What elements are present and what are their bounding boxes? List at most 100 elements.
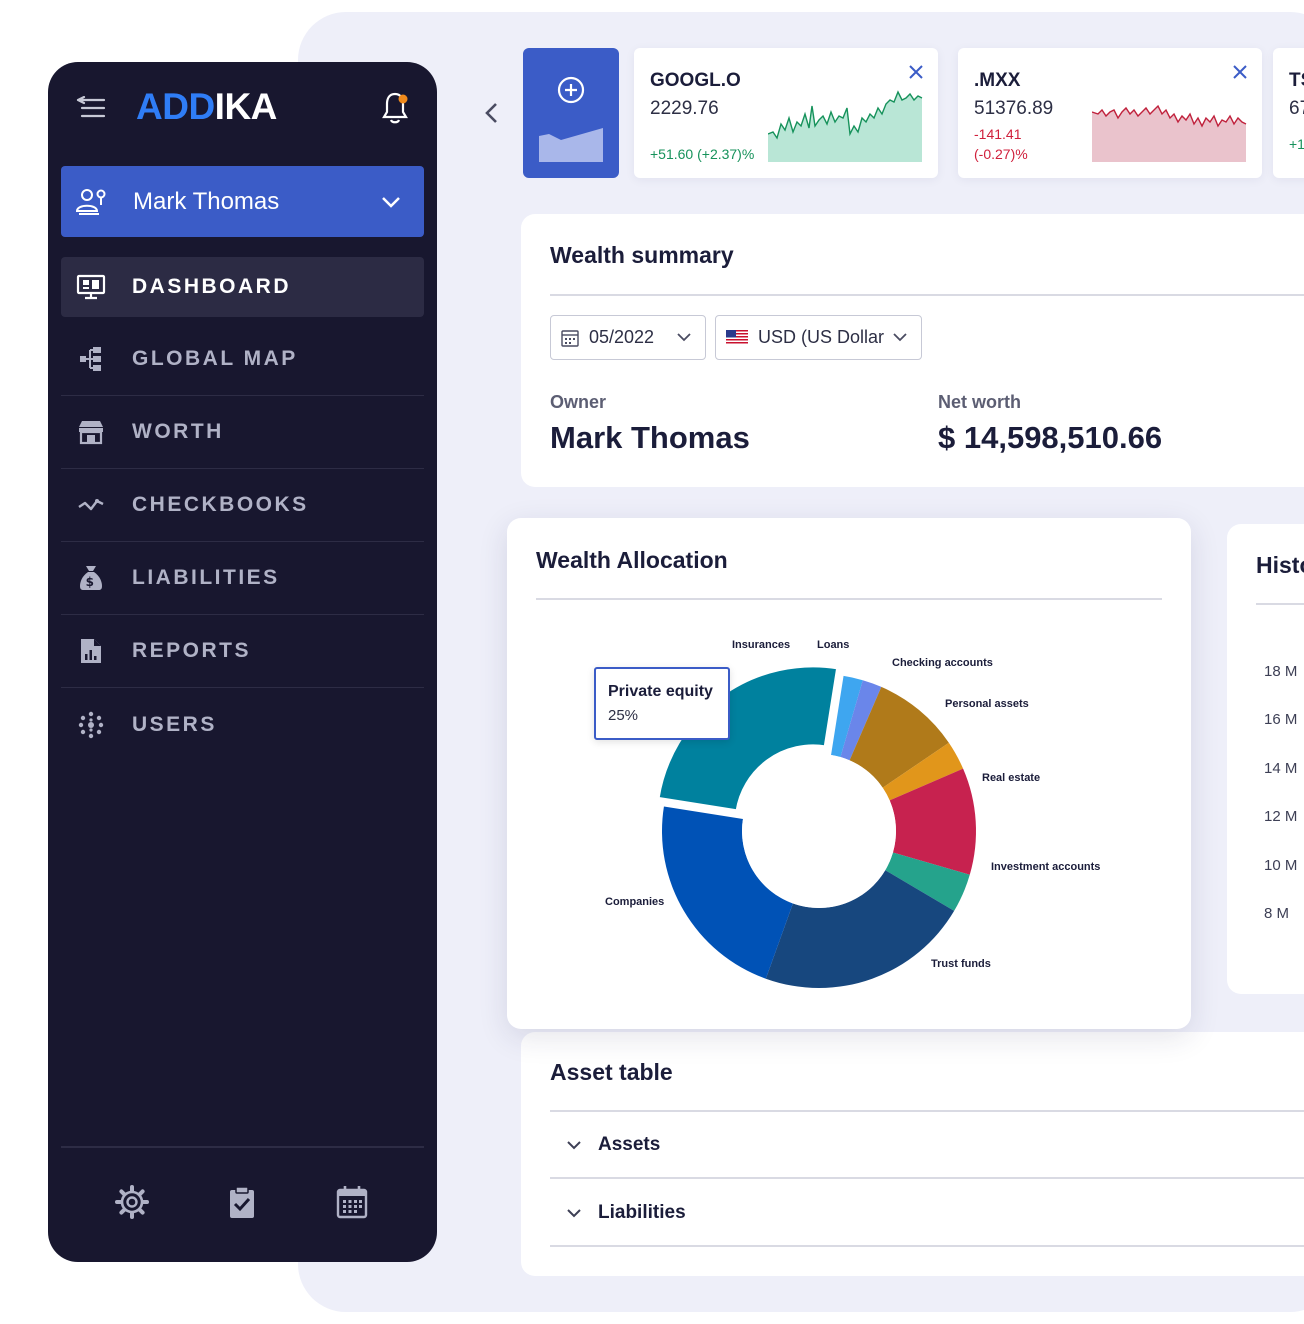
user-selector[interactable]: Mark Thomas [61, 166, 424, 237]
money-bag-icon: $ [75, 564, 107, 592]
donut-slice-trust-funds[interactable] [765, 870, 955, 988]
nav-item-global-map[interactable]: GLOBAL MAP [61, 323, 424, 396]
ticker-change-percent: (-0.27)% [974, 146, 1028, 162]
sparkline-up [768, 90, 923, 162]
y-tick-label: 10 M [1264, 857, 1298, 874]
menu-collapse-icon[interactable] [76, 96, 106, 120]
calendar-icon[interactable] [334, 1184, 370, 1220]
accordion-assets[interactable]: Assets [550, 1112, 1304, 1179]
donut-slice-checking-accounts[interactable] [849, 686, 949, 788]
slice-label-insurances: Insurances [732, 639, 791, 651]
currency-value: USD (US Dollar [758, 327, 885, 347]
date-value: 05/2022 [589, 327, 655, 347]
nav-label: CHECKBOOKS [132, 493, 309, 516]
nav-label: REPORTS [132, 639, 252, 662]
nav-item-dashboard[interactable]: DASHBOARD [61, 257, 424, 317]
net-worth-label: Net worth [938, 392, 1021, 412]
history-title: Histo [1256, 552, 1304, 578]
sidebar-nav: DASHBOARD GLOBAL MAP WORTH CHECKBOOKS $ … [61, 257, 424, 761]
chevron-down-icon [567, 1140, 581, 1149]
nav-label: GLOBAL MAP [132, 347, 298, 370]
y-tick-label: 18 M [1264, 663, 1298, 680]
ticker-price: 2229.76 [650, 98, 719, 119]
ticker-symbol: GOOGL.O [650, 70, 741, 91]
settings-gear-icon[interactable] [114, 1184, 150, 1220]
ticker-symbol: TS [1289, 70, 1304, 91]
ticker-card[interactable]: TS 67 +1 [1273, 48, 1304, 178]
donut-slice-personal-assets[interactable] [882, 742, 964, 801]
chevron-down-icon [567, 1208, 581, 1217]
slice-label-investment-accounts: Investment accounts [991, 861, 1101, 873]
chevron-left-icon[interactable] [482, 100, 502, 126]
y-tick-label: 12 M [1264, 808, 1298, 825]
sidebar-header: ADDIKA [48, 62, 437, 156]
history-card [1227, 524, 1304, 994]
chevron-down-icon [893, 333, 907, 342]
slice-label-personal-assets: Personal assets [945, 698, 1029, 710]
nav-item-users[interactable]: USERS [61, 688, 424, 761]
chart-tooltip: Private equity 25% [594, 667, 730, 740]
sidebar-divider [61, 1146, 424, 1148]
notification-bell-icon[interactable] [380, 90, 410, 126]
divider [550, 294, 1304, 296]
donut-slice-loans[interactable] [840, 680, 882, 761]
y-tick-label: 16 M [1264, 711, 1298, 728]
close-icon[interactable] [908, 64, 924, 80]
donut-slice-insurances[interactable] [831, 675, 863, 758]
clipboard-check-icon[interactable] [224, 1184, 260, 1220]
nav-item-liabilities[interactable]: $ LIABILITIES [61, 542, 424, 615]
y-tick-label: 14 M [1264, 760, 1298, 777]
chevron-down-icon [382, 196, 400, 208]
accordion-label: Liabilities [598, 1201, 686, 1223]
currency-select[interactable]: USD (US Dollar [715, 315, 922, 360]
trend-line-icon [75, 491, 107, 519]
add-ticker-button[interactable] [523, 48, 619, 178]
donut-slice-investment-accounts[interactable] [885, 852, 970, 911]
net-worth-value: $ 14,598,510.66 [938, 420, 1163, 455]
slice-label-companies: Companies [605, 896, 665, 908]
dots-grid-icon [75, 711, 107, 739]
ticker-change: +51.60 (+2.37)% [650, 146, 755, 162]
user-switch-icon [75, 188, 106, 215]
nav-label: USERS [132, 712, 217, 736]
slice-label-loans: Loans [817, 639, 850, 651]
owner-label: Owner [550, 392, 607, 412]
divider [550, 1110, 1304, 1112]
donut-slice-companies[interactable] [662, 806, 793, 979]
ticker-change: -141.41 [974, 126, 1022, 142]
tooltip-label: Private equity [608, 683, 713, 700]
nav-item-reports[interactable]: REPORTS [61, 615, 424, 688]
sparkline-down [1092, 104, 1247, 162]
slice-label-trust-funds: Trust funds [931, 958, 991, 970]
divider [1256, 603, 1304, 605]
divider [536, 598, 1162, 600]
asset-table-card [521, 1032, 1304, 1276]
wealth-allocation-donut [656, 664, 976, 988]
date-select[interactable]: 05/2022 [550, 315, 706, 360]
selected-user-name: Mark Thomas [133, 187, 280, 215]
svg-text:$: $ [86, 575, 97, 589]
wealth-summary-title: Wealth summary [550, 242, 734, 268]
ticker-card[interactable]: .MXX 51376.89 -141.41 (-0.27)% [958, 48, 1262, 178]
donut-slice-real-estate[interactable] [889, 768, 976, 875]
area-chart-icon [539, 128, 603, 162]
us-flag-icon [726, 330, 748, 345]
slice-label-real-estate: Real estate [982, 772, 1041, 784]
ticker-card[interactable]: GOOGL.O 2229.76 +51.60 (+2.37)% [634, 48, 938, 178]
owner-name: Mark Thomas [550, 420, 750, 455]
asset-table-title: Asset table [550, 1059, 673, 1085]
sidebar: ADDIKA Mark Thomas DASHBOARD [48, 62, 437, 1262]
nav-label: WORTH [132, 420, 224, 443]
tooltip-value: 25% [608, 707, 639, 724]
ticker-change: +1 [1289, 136, 1304, 152]
close-icon[interactable] [1232, 64, 1248, 80]
hierarchy-icon [75, 345, 107, 373]
monitor-icon [75, 273, 107, 301]
wealth-summary-card [521, 214, 1304, 487]
ticker-symbol: .MXX [974, 70, 1021, 91]
ticker-price: 51376.89 [974, 98, 1054, 119]
nav-item-checkbooks[interactable]: CHECKBOOKS [61, 469, 424, 542]
accordion-liabilities[interactable]: Liabilities [550, 1180, 1304, 1247]
nav-label: DASHBOARD [132, 275, 291, 298]
nav-item-worth[interactable]: WORTH [61, 396, 424, 469]
